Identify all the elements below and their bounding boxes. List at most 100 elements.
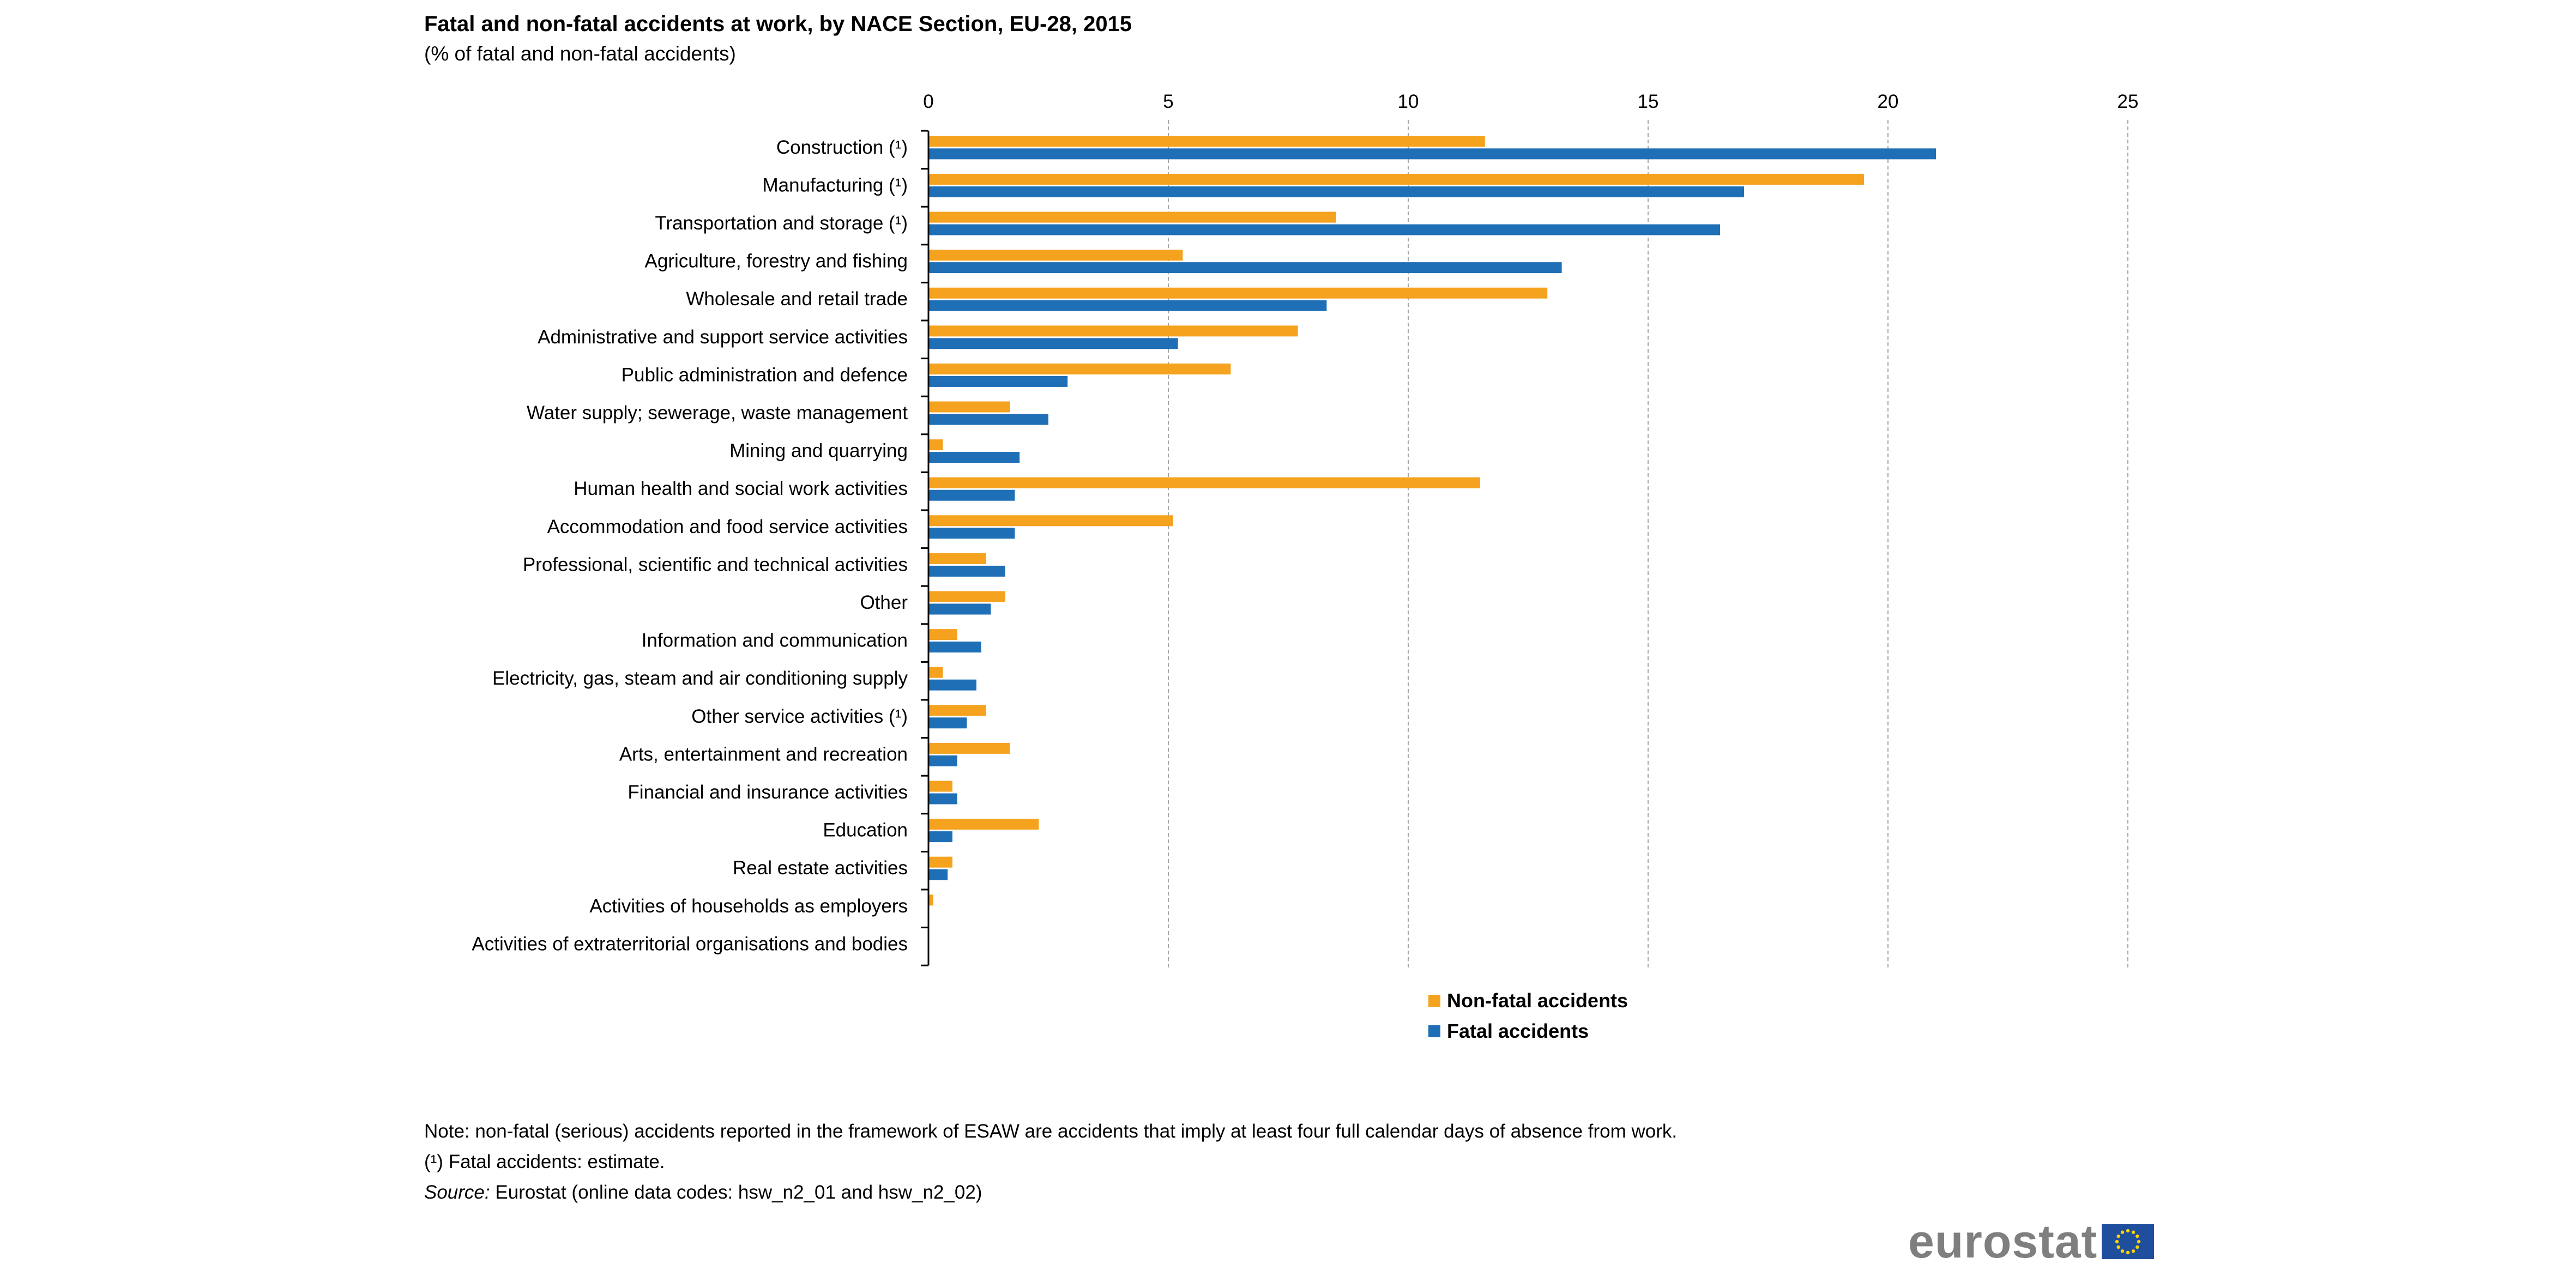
category-label: Real estate activities (733, 857, 908, 879)
y-axis (921, 130, 930, 966)
bar-fatal (928, 831, 952, 843)
bar-non-fatal (928, 553, 986, 564)
bar-non-fatal (928, 325, 1298, 337)
category-label: Electricity, gas, steam and air conditio… (492, 668, 908, 689)
legend-label-fatal: Fatal accidents (1447, 1020, 1589, 1042)
category-label: Financial and insurance activities (628, 782, 908, 803)
bar-chart: 0 5 10 15 20 25 Construction (¹) Manufacturing… (472, 91, 2138, 970)
legend-item-non-fatal: Non-fatal accidents (1428, 985, 1628, 1016)
bar-fatal (928, 528, 1015, 539)
x-tick-label: 5 (1163, 91, 1173, 112)
category-label: Administrative and support service activ… (538, 326, 908, 348)
source-text: Eurostat (online data codes: hsw_n2_01 a… (490, 1182, 982, 1203)
category-label: Professional, scientific and technical a… (523, 554, 908, 575)
bar-fatal (928, 565, 1005, 577)
flag-star (2116, 1245, 2121, 1249)
flag-star (2137, 1239, 2141, 1244)
bar-non-fatal (928, 781, 952, 792)
source-label: Source: (424, 1182, 490, 1203)
source-note: Source: Eurostat (online data codes: hsw… (424, 1177, 1677, 1208)
category-label: Education (823, 820, 908, 841)
category-label: Arts, entertainment and recreation (619, 743, 908, 765)
bar-fatal (928, 755, 957, 766)
bar-non-fatal (928, 894, 933, 906)
bar-fatal (928, 376, 1068, 387)
bar-non-fatal (928, 742, 1010, 754)
bar-non-fatal (928, 667, 943, 678)
category-label: Accommodation and food service activitie… (547, 516, 908, 537)
flag-star (2132, 1230, 2135, 1234)
bar-non-fatal (928, 819, 1039, 830)
bar-fatal (928, 262, 1562, 274)
chart-subtitle: (% of fatal and non-fatal accidents) (424, 43, 736, 65)
bar-fatal (928, 148, 1936, 160)
bar-non-fatal (928, 250, 1183, 261)
flag-star (2132, 1249, 2135, 1253)
grid-lines (1168, 120, 2128, 970)
category-label: Information and communication (642, 630, 908, 651)
category-label: Human health and social work activities (574, 478, 908, 499)
bar-non-fatal (928, 401, 1010, 413)
bar-fatal (928, 603, 991, 615)
category-label: Activities of households as employers (589, 896, 908, 917)
flag-star (2126, 1250, 2130, 1255)
bars (928, 136, 1936, 906)
legend-swatch-non-fatal (1428, 995, 1440, 1007)
category-label: Activities of extraterritorial organisat… (472, 933, 908, 954)
legend: Non-fatal accidents Fatal accidents (1428, 985, 1628, 1047)
bar-fatal (928, 869, 948, 880)
flag-star (2121, 1249, 2125, 1253)
eu-flag-icon (2102, 1224, 2155, 1259)
estimate-note: (¹) Fatal accidents: estimate. (424, 1151, 665, 1172)
category-label: Manufacturing (¹) (763, 174, 908, 196)
category-label: Construction (¹) (776, 137, 908, 158)
bar-fatal (928, 414, 1048, 425)
bar-non-fatal (928, 705, 986, 716)
bar-non-fatal (928, 173, 1864, 185)
bar-fatal (928, 338, 1178, 349)
chart-title: Fatal and non-fatal accidents at work, b… (424, 12, 1132, 36)
x-tick-label: 10 (1398, 91, 1419, 112)
category-label: Other (860, 592, 908, 613)
category-label: Public administration and defence (622, 364, 908, 385)
flag-star (2116, 1234, 2121, 1238)
bar-non-fatal (928, 515, 1173, 527)
flag-star (2135, 1234, 2139, 1238)
bar-non-fatal (928, 439, 943, 451)
category-labels: Construction (¹) Manufacturing (¹) Transpo… (472, 137, 908, 955)
bar-non-fatal (928, 629, 957, 640)
bar-fatal (928, 489, 1015, 501)
eurostat-logo: eurostat (1908, 1216, 2155, 1268)
x-tick-label: 15 (1638, 91, 1659, 112)
category-label: Agriculture, forestry and fishing (645, 251, 908, 272)
x-tick-label: 25 (2117, 91, 2139, 112)
bar-fatal (928, 642, 981, 653)
x-tick-label: 20 (1878, 91, 1899, 112)
x-tick-label: 0 (923, 91, 933, 112)
bar-fatal (928, 717, 967, 729)
flag-star (2135, 1245, 2139, 1249)
logo-wordmark: eurostat (1908, 1216, 2098, 1268)
bar-non-fatal (928, 477, 1480, 488)
bar-fatal (928, 186, 1744, 197)
flag-star (2115, 1239, 2119, 1244)
bar-fatal (928, 793, 957, 805)
flag-star (2121, 1230, 2125, 1234)
chart-notes: Note: non-fatal (serious) accidents repo… (424, 1116, 1677, 1208)
bar-non-fatal (928, 211, 1336, 223)
bar-non-fatal (928, 287, 1548, 299)
legend-swatch-fatal (1428, 1025, 1440, 1037)
note-line: Note: non-fatal (serious) accidents repo… (424, 1121, 1678, 1142)
legend-item-fatal: Fatal accidents (1428, 1016, 1628, 1047)
x-axis-ticks: 0 5 10 15 20 25 (923, 91, 2138, 112)
bar-fatal (928, 679, 976, 691)
category-label: Transportation and storage (¹) (655, 213, 908, 234)
flag-star (2126, 1229, 2130, 1233)
category-label: Water supply; sewerage, waste management (527, 402, 908, 424)
bar-fatal (928, 452, 1020, 463)
bar-non-fatal (928, 856, 952, 868)
bar-non-fatal (928, 136, 1485, 147)
category-label: Other service activities (¹) (691, 706, 908, 727)
bar-non-fatal (928, 363, 1231, 374)
category-label: Mining and quarrying (729, 440, 908, 462)
